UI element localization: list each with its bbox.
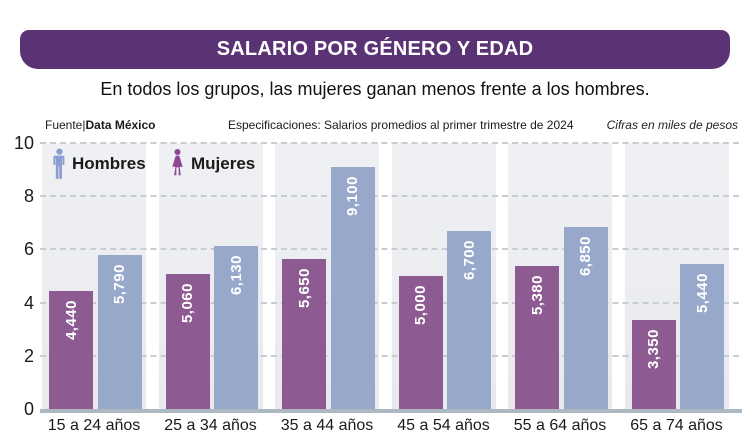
x-axis-label: 45 a 54 años — [397, 417, 490, 434]
bar-value-label: 6,130 — [227, 254, 245, 295]
bar-value-label: 5,060 — [179, 283, 196, 324]
bar-hombres: 6,130 — [214, 245, 258, 409]
gridline — [40, 248, 739, 251]
bar-value-label: 5,440 — [693, 273, 711, 314]
bar-hombres: 5,790 — [97, 255, 142, 409]
y-axis-tick-label: 8 — [23, 186, 34, 207]
bar-hombres: 5,440 — [680, 264, 724, 409]
bar-chart-plot: Hombres Mujeres 4,440 5,060 5,650 5,000 5,38… — [40, 142, 742, 413]
bar-value-label: 9,100 — [344, 175, 361, 216]
gridline — [40, 142, 739, 144]
x-axis-label: 25 a 34 años — [164, 417, 257, 434]
x-axis-label: 65 a 74 años — [630, 417, 723, 434]
bar-hombres: 6,850 — [563, 226, 608, 409]
bar-value-label: 6,700 — [460, 239, 478, 280]
source-label: Fuente|Data México — [45, 118, 156, 132]
bar-hombres: 9,100 — [330, 166, 375, 409]
bar-mujeres: 5,060 — [165, 274, 210, 409]
page-title: SALARIO POR GÉNERO Y EDAD — [216, 38, 534, 60]
x-axis-line — [40, 409, 742, 413]
legend-item-hombres: Hombres — [52, 148, 146, 180]
legend-label-hombres: Hombres — [72, 154, 146, 173]
bar-mujeres: 3,350 — [631, 319, 676, 409]
bar-value-label: 5,000 — [412, 285, 429, 326]
chart-subtitle: En todos los grupos, las mujeres ganan m… — [100, 79, 650, 99]
y-axis-tick-label: 0 — [23, 399, 34, 419]
bar-mujeres: 5,650 — [282, 258, 326, 409]
bar-mujeres: 5,000 — [398, 276, 443, 409]
bar-value-label: 5,650 — [295, 267, 313, 308]
bar-mujeres: 4,440 — [49, 290, 93, 409]
bar-value-label: 6,850 — [577, 235, 594, 276]
source-name: Data México — [85, 118, 156, 132]
gridline — [40, 354, 739, 357]
woman-icon — [172, 148, 183, 176]
legend-item-mujeres: Mujeres — [169, 148, 255, 180]
bar-value-label: 3,350 — [645, 328, 662, 369]
header-banner: SALARIO POR GÉNERO Y EDAD — [20, 30, 730, 69]
y-axis-tick-label: 4 — [23, 292, 34, 313]
bar-mujeres: 5,380 — [515, 265, 559, 409]
x-axis-label: 35 a 44 años — [280, 417, 374, 434]
source-prefix: Fuente| — [45, 118, 86, 132]
bar-value-label: 5,790 — [111, 264, 128, 305]
y-axis-tick-label: 6 — [23, 239, 34, 260]
bar-value-label: 4,440 — [62, 299, 80, 340]
x-axis-label: 15 a 24 años — [47, 417, 141, 434]
bar-value-label: 5,380 — [528, 274, 546, 315]
x-axis-label: 55 a 64 años — [513, 417, 607, 434]
bar-hombres: 6,700 — [447, 230, 491, 409]
y-axis-tick-label: 10 — [13, 133, 34, 153]
man-icon — [53, 148, 65, 179]
specs-label: Especificaciones: Salarios promedios al … — [228, 118, 574, 132]
y-axis-tick-label: 2 — [23, 345, 34, 366]
units-note: Cifras en miles de pesos — [606, 118, 738, 132]
gridline — [40, 301, 739, 304]
gridline — [40, 195, 739, 198]
legend-label-mujeres: Mujeres — [191, 154, 256, 173]
